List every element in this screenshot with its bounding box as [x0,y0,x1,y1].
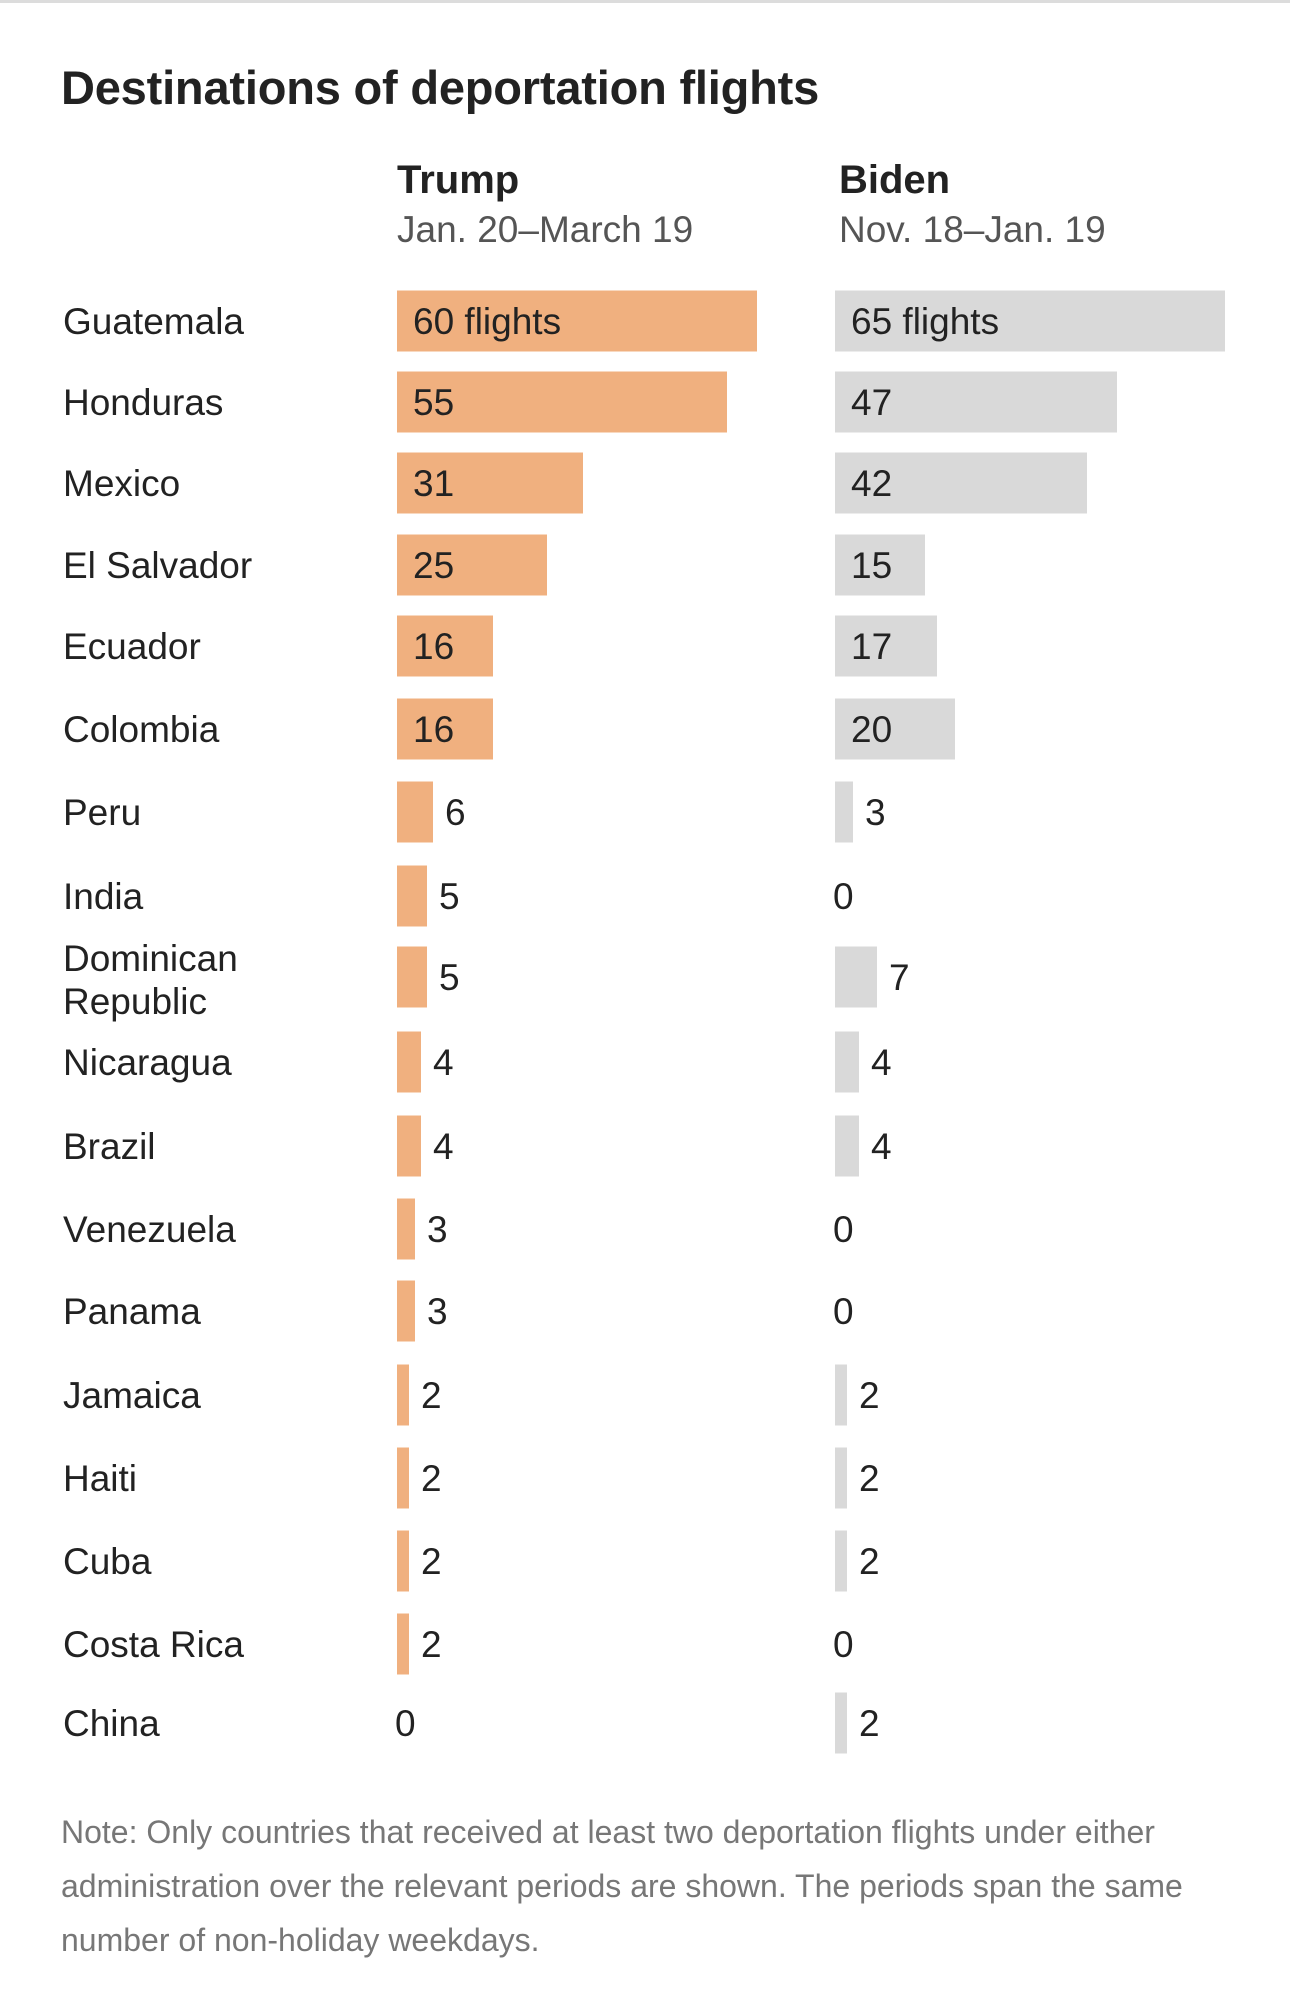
category-label: Haiti [63,1458,137,1499]
trump-value-label: 2 [421,1624,442,1665]
trump-bar [397,1031,421,1093]
trump-bar [397,452,583,514]
biden-value-label: 20 [851,709,892,750]
trump-value-label: 4 [433,1042,454,1083]
trump-value-label: 55 [413,382,454,423]
category-label: Cuba [63,1541,152,1582]
trump-series-name: Trump [397,158,520,202]
trump-value-label: 5 [439,876,460,917]
biden-value-label: 0 [833,876,854,917]
biden-value-label: 0 [833,1209,854,1250]
top-divider [0,0,1290,3]
trump-value-label: 31 [413,463,454,504]
biden-value-label: 47 [851,382,892,423]
biden-bar [835,1692,847,1754]
category-label: Colombia [63,709,220,750]
biden-bar [835,1115,859,1177]
trump-bar [397,1447,409,1509]
category-label: China [63,1703,160,1744]
biden-bar [835,1530,847,1592]
trump-bar [397,534,547,596]
trump-value-label: 4 [433,1126,454,1167]
category-label: Mexico [63,463,180,504]
category-label: Dominican Republic [63,938,238,1022]
trump-value-label: 5 [439,957,460,998]
biden-value-label: 42 [851,463,892,504]
biden-value-label: 2 [859,1703,880,1744]
biden-period: Nov. 18–Jan. 19 [839,209,1106,250]
biden-bar [835,534,925,596]
trump-bar [397,1280,415,1342]
category-label: Panama [63,1291,201,1332]
biden-bar [835,781,853,843]
trump-value-label: 60 flights [413,301,561,342]
biden-value-label: 4 [871,1126,892,1167]
trump-value-label: 6 [445,792,466,833]
trump-period: Jan. 20–March 19 [397,209,694,250]
biden-bar [835,946,877,1008]
biden-bar [835,290,1225,352]
category-label: Peru [63,792,141,833]
biden-value-label: 65 flights [851,301,999,342]
biden-value-label: 3 [865,792,886,833]
biden-value-label: 0 [833,1624,854,1665]
trump-bar [397,1530,409,1592]
biden-value-label: 2 [859,1375,880,1416]
biden-series-name: Biden [839,158,951,202]
category-label: El Salvador [63,545,252,586]
biden-bar [835,698,955,760]
biden-bar [835,371,1117,433]
category-label: Brazil [63,1126,156,1167]
chart-note: Note: Only countries that received at le… [61,1814,1183,1958]
trump-bar [397,781,433,843]
trump-value-label: 16 [413,626,454,667]
trump-bar [397,290,757,352]
category-label: Honduras [63,382,223,423]
chart-title: Destinations of deportation flights [61,61,820,114]
biden-value-label: 4 [871,1042,892,1083]
category-label: Costa Rica [63,1624,244,1665]
trump-value-label: 25 [413,545,454,586]
trump-value-label: 2 [421,1541,442,1582]
biden-bar [835,1447,847,1509]
trump-bar [397,1613,409,1675]
biden-bar [835,615,937,677]
biden-bar [835,1031,859,1093]
trump-bar [397,371,727,433]
biden-column-header: Biden Nov. 18–Jan. 19 [839,158,1106,251]
trump-value-label: 3 [427,1291,448,1332]
trump-value-label: 3 [427,1209,448,1250]
category-label: Ecuador [63,626,201,667]
trump-bar [397,1364,409,1426]
trump-bar [397,946,427,1008]
trump-value-label: 16 [413,709,454,750]
category-label: Nicaragua [63,1042,232,1083]
trump-value-label: 0 [395,1703,416,1744]
biden-value-label: 7 [889,957,910,998]
trump-bar [397,615,493,677]
category-label: Venezuela [63,1209,236,1250]
trump-column-header: Trump Jan. 20–March 19 [397,158,693,251]
trump-value-label: 2 [421,1375,442,1416]
biden-value-label: 2 [859,1541,880,1582]
trump-bar [397,698,493,760]
trump-value-label: 2 [421,1458,442,1499]
trump-bar [397,1198,415,1260]
biden-value-label: 2 [859,1458,880,1499]
biden-bar [835,1364,847,1426]
trump-bar [397,865,427,927]
category-label: India [63,876,144,917]
category-label: Jamaica [63,1375,201,1416]
biden-value-label: 0 [833,1291,854,1332]
category-label: Guatemala [63,301,244,342]
biden-value-label: 15 [851,545,892,586]
biden-bar [835,452,1087,514]
biden-value-label: 17 [851,626,892,667]
trump-bar [397,1115,421,1177]
